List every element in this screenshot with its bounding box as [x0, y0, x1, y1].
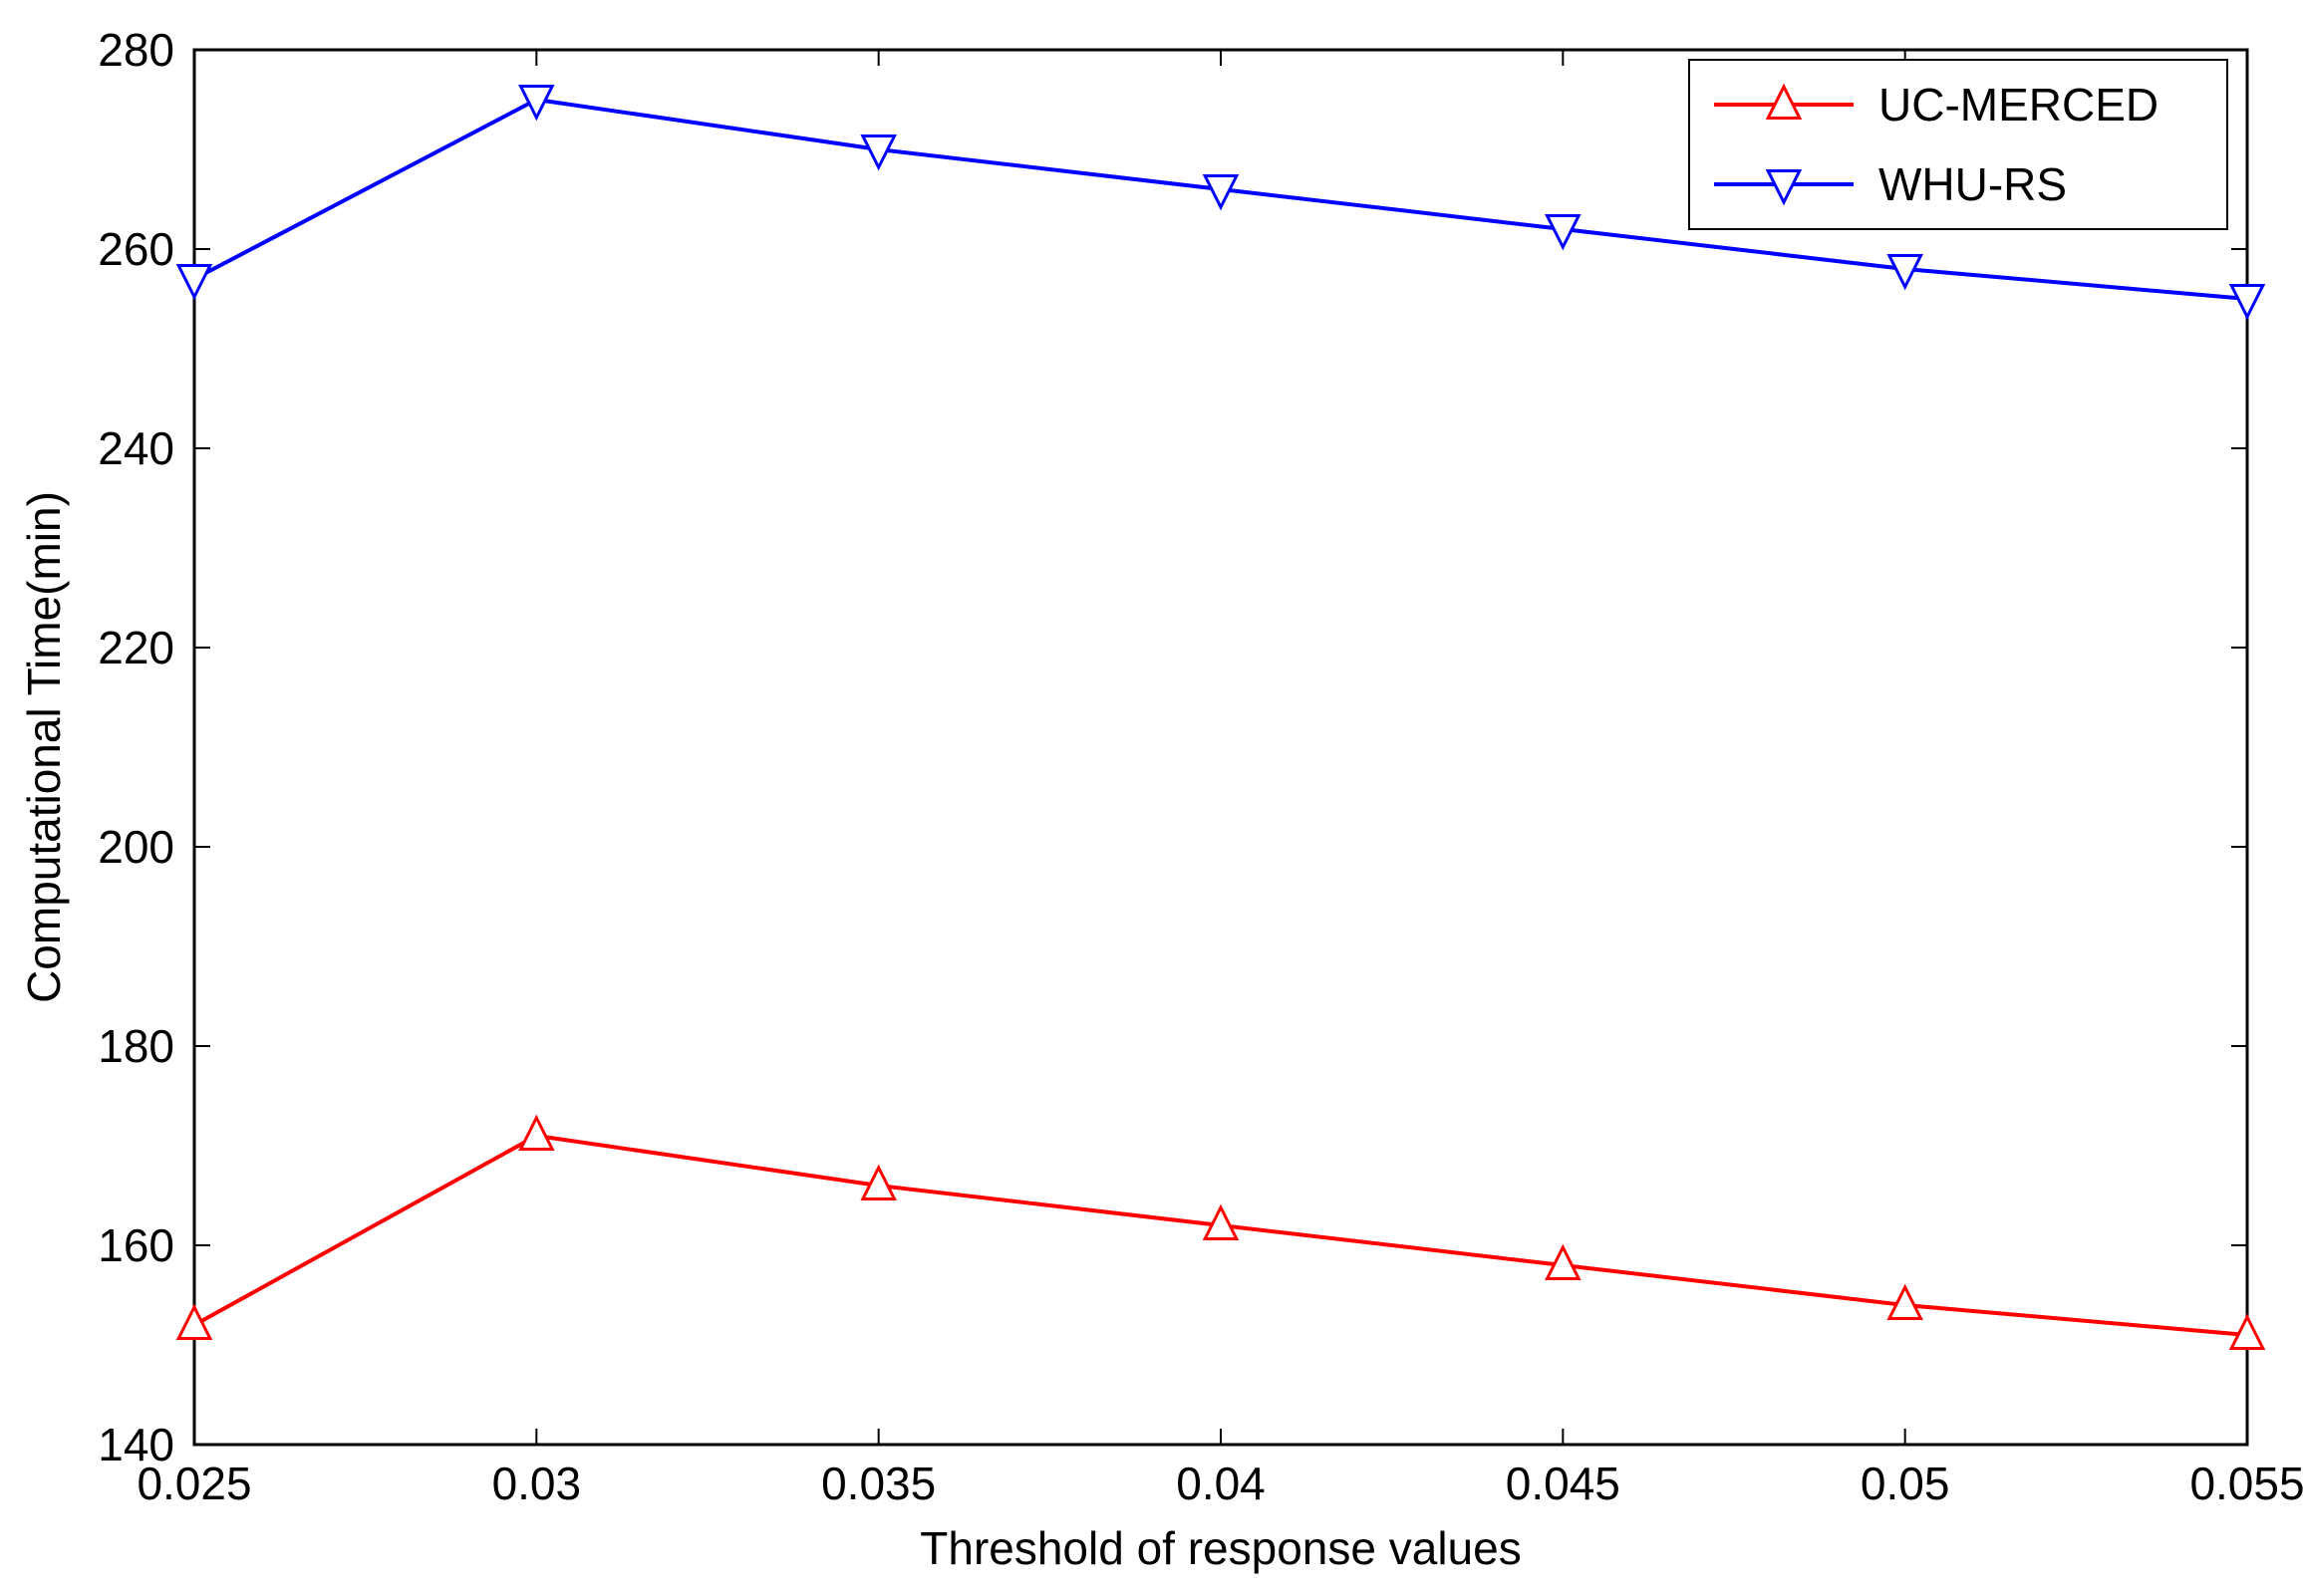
x-axis-label: Threshold of response values: [920, 1522, 1521, 1574]
x-tick-label: 0.04: [1176, 1458, 1266, 1509]
x-tick-label: 0.05: [1861, 1458, 1950, 1509]
y-tick-label: 220: [98, 622, 174, 673]
y-tick-label: 160: [98, 1219, 174, 1271]
legend-label: UC-MERCED: [1878, 79, 2159, 131]
y-tick-label: 280: [98, 24, 174, 76]
line-chart: 0.0250.030.0350.040.0450.050.05514016018…: [0, 0, 2303, 1596]
y-tick-label: 260: [98, 223, 174, 275]
legend-label: WHU-RS: [1878, 158, 2067, 210]
x-tick-label: 0.055: [2189, 1458, 2303, 1509]
y-axis-label: Computational Time(min): [18, 491, 70, 1003]
x-tick-label: 0.03: [492, 1458, 582, 1509]
series-marker-uc_merced: [520, 1118, 552, 1150]
y-tick-label: 200: [98, 821, 174, 873]
series-marker-whu_rs: [2231, 286, 2263, 318]
y-tick-label: 140: [98, 1419, 174, 1470]
chart-container: 0.0250.030.0350.040.0450.050.05514016018…: [0, 0, 2303, 1596]
series-marker-uc_merced: [178, 1307, 210, 1339]
y-tick-label: 180: [98, 1020, 174, 1072]
x-tick-label: 0.045: [1506, 1458, 1620, 1509]
y-tick-label: 240: [98, 422, 174, 474]
series-marker-whu_rs: [178, 266, 210, 298]
x-tick-label: 0.035: [821, 1458, 936, 1509]
